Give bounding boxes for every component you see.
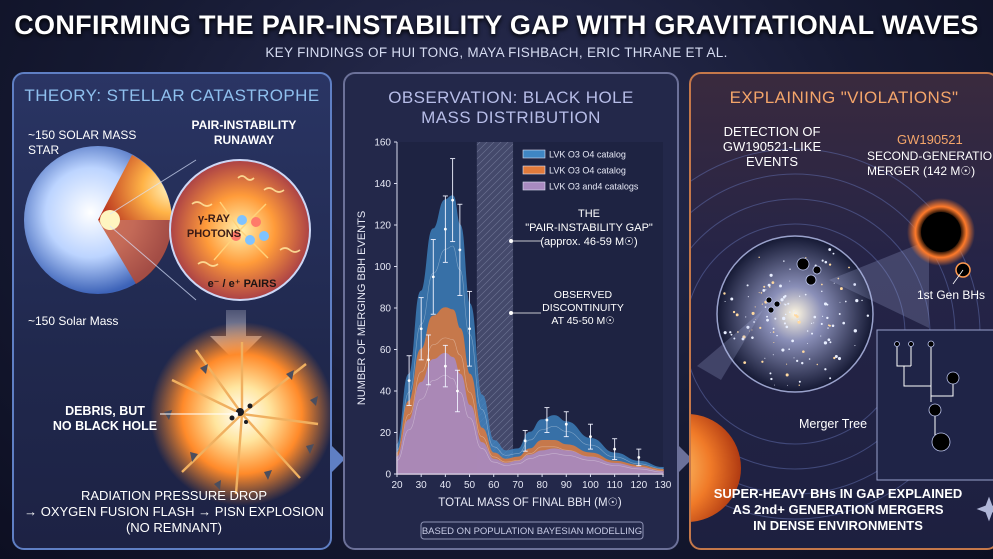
y-axis-label: NUMBER OF MERGING BBH EVENTS	[356, 211, 368, 405]
solar-mass-label: ~150 Solar Mass	[28, 314, 119, 328]
gap-label-2: "PAIR-INSTABILITY GAP"	[525, 222, 653, 234]
x-tick-label: 70	[512, 480, 524, 491]
x-tick-label: 20	[391, 480, 403, 491]
star-label: ~150 SOLAR MASS STAR	[28, 128, 137, 157]
star-core-cutaway	[98, 155, 172, 220]
error-bar	[425, 334, 431, 386]
gap-label-3: (approx. 46-59 M☉)	[540, 236, 637, 248]
first-gen-label: 1st Gen BHs	[917, 288, 986, 302]
legend-swatch	[522, 149, 546, 159]
error-bar	[522, 429, 528, 452]
gap-label-1: THE	[578, 208, 600, 220]
error-bar	[442, 195, 448, 263]
y-tick-label: 160	[374, 138, 391, 149]
red-giant-star	[691, 414, 741, 522]
error-bar	[467, 290, 473, 367]
y-tick-label: 40	[380, 387, 392, 398]
debris-label: DEBRIS, BUT NO BLACK HOLE	[52, 404, 158, 433]
second-gen-label: SECOND-GENERATION MERGER (142 M☉)	[867, 149, 993, 178]
y-tick-label: 100	[374, 262, 391, 273]
event-label: GW190521	[897, 132, 963, 147]
observation-panel: OBSERVATION: BLACK HOLE MASS DISTRIBUTION…	[343, 72, 679, 550]
error-bar	[612, 438, 618, 460]
modelling-footnote: BASED ON POPULATION BAYESIAN MODELLING	[422, 526, 642, 537]
error-bar	[454, 369, 460, 413]
error-bar	[406, 355, 412, 406]
disc-label-1: OBSERVED	[554, 289, 613, 301]
series-area-3	[396, 352, 664, 475]
legend-swatch	[522, 165, 546, 175]
x-tick-label: 90	[561, 480, 573, 491]
y-tick-label: 120	[374, 221, 391, 232]
x-tick-label: 120	[630, 480, 647, 491]
theory-heading: THEORY: STELLAR CATASTROPHE	[24, 86, 320, 105]
x-tick-label: 130	[655, 480, 672, 491]
x-tick-label: 100	[582, 480, 599, 491]
x-tick-label: 30	[416, 480, 428, 491]
photons-label: γ-RAY PHOTONS	[186, 213, 242, 240]
explanation-panel: EXPLAINING "VIOLATIONS"	[689, 72, 993, 550]
conclusion-text: SUPER-HEAVY BHs IN GAP EXPLAINED AS 2nd+ …	[713, 486, 963, 533]
pairs-label: e⁻ / e⁺ PAIRS	[207, 278, 277, 290]
observation-heading: OBSERVATION: BLACK HOLE MASS DISTRIBUTION	[388, 88, 634, 127]
y-tick-label: 20	[380, 428, 392, 439]
x-tick-label: 110	[607, 480, 623, 491]
explanation-illustration	[691, 148, 993, 522]
merger-tree-label: Merger Tree	[798, 417, 868, 431]
error-bar	[442, 344, 448, 388]
runaway-label: PAIR-INSTABILITY RUNAWAY	[191, 118, 297, 147]
error-bar	[457, 203, 463, 297]
y-tick-label: 140	[374, 179, 391, 190]
page-subtitle: KEY FINDINGS OF HUI TONG, MAYA FISHBACH,…	[265, 45, 728, 60]
flow-arrow-2	[679, 446, 692, 472]
x-tick-label: 50	[464, 480, 476, 491]
error-bar	[563, 411, 569, 438]
error-bar	[544, 407, 550, 433]
error-bar	[430, 239, 436, 315]
x-tick-label: 60	[488, 480, 500, 491]
legend-swatch	[522, 181, 546, 191]
error-bar	[636, 448, 642, 467]
explanation-heading: EXPLAINING "VIOLATIONS"	[729, 88, 959, 107]
page-title: CONFIRMING THE PAIR-INSTABILITY GAP WITH…	[14, 10, 979, 40]
process-description: RADIATION PRESSURE DROP → OXYGEN FUSION F…	[24, 488, 324, 535]
theory-illustration	[24, 146, 330, 506]
error-bar	[418, 297, 424, 361]
y-tick-label: 0	[385, 470, 391, 481]
y-tick-label: 60	[380, 345, 392, 356]
error-bar	[450, 158, 456, 243]
detection-label: DETECTION OF GW190521-LIKE EVENTS	[722, 124, 822, 169]
error-bar	[587, 423, 593, 450]
legend-entry: LVK O3 O4 catalog	[549, 150, 626, 160]
mass-distribution-chart: 20 30 40 50 60 70 80 90 100 110 120 130020406080100…	[356, 138, 672, 540]
disc-label-2: DISCONTINUITY	[542, 302, 624, 314]
disc-label-3: AT 45-50 M☉	[551, 315, 614, 327]
legend-entry: LVK O3 and4 catalogs	[549, 182, 639, 192]
flow-arrow-1	[332, 446, 345, 472]
chart-legend: LVK O3 O4 catalog LVK O3 O4 catalog LVK O3…	[522, 149, 639, 192]
y-tick-label: 80	[380, 304, 392, 315]
electron-positron-pairs	[231, 215, 269, 245]
theory-panel: THEORY: STELLAR CATASTROPHE	[12, 72, 332, 550]
x-axis-label: TOTAL MASS OF FINAL BBH (M☉)	[438, 497, 622, 509]
x-tick-label: 80	[537, 480, 549, 491]
legend-entry: LVK O3 O4 catalog	[549, 166, 626, 176]
x-tick-label: 40	[440, 480, 452, 491]
